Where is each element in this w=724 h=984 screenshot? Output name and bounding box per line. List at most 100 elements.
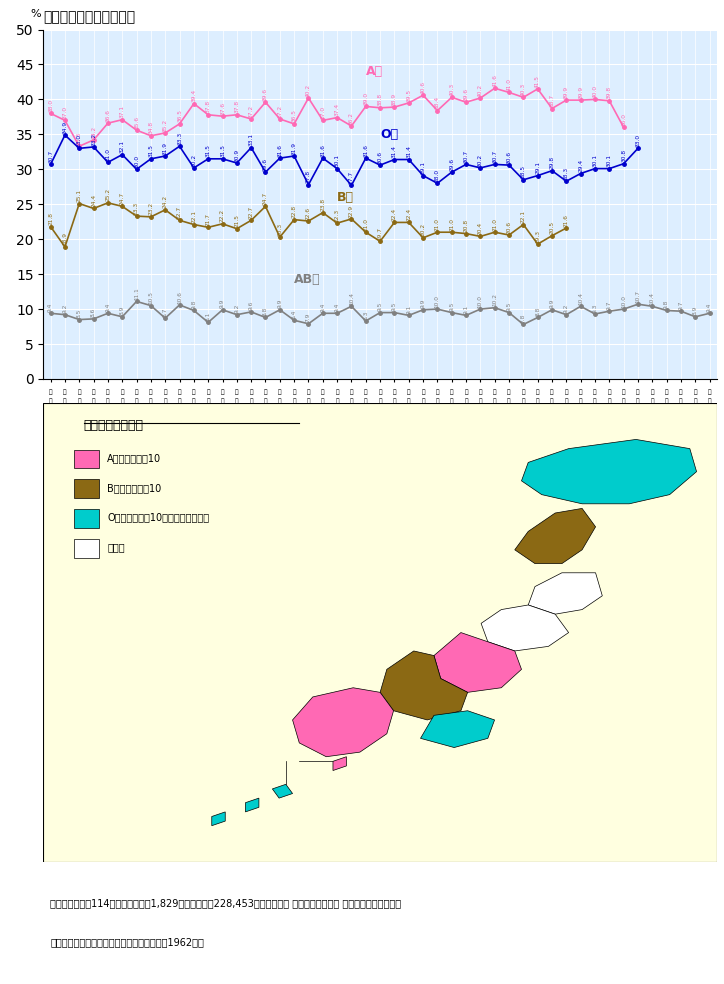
Text: 口: 口 <box>536 399 539 404</box>
Text: 山: 山 <box>464 407 468 413</box>
Text: 10.5: 10.5 <box>148 291 153 304</box>
Text: 39.4: 39.4 <box>191 90 196 102</box>
Text: 10.2: 10.2 <box>492 293 497 306</box>
Text: 41.6: 41.6 <box>492 74 497 87</box>
Text: B型比率トップ10: B型比率トップ10 <box>107 483 161 493</box>
Text: 良: 良 <box>450 399 453 404</box>
Text: 群: 群 <box>192 390 195 395</box>
Text: 賀: 賀 <box>622 399 626 404</box>
Text: 30.2: 30.2 <box>478 154 483 166</box>
Text: 38.7: 38.7 <box>550 94 555 107</box>
Text: 33.3: 33.3 <box>177 132 182 145</box>
Polygon shape <box>292 688 394 757</box>
Text: 奈: 奈 <box>235 407 239 413</box>
Text: 23.3: 23.3 <box>134 202 139 215</box>
Text: 北関東: 北関東 <box>159 435 172 444</box>
Text: 22.9: 22.9 <box>349 205 354 217</box>
Text: 33.2: 33.2 <box>91 133 96 146</box>
Text: 25.1: 25.1 <box>77 189 82 202</box>
Text: 森: 森 <box>77 399 81 404</box>
Text: 39.6: 39.6 <box>463 88 468 100</box>
Text: 9.2: 9.2 <box>235 304 240 313</box>
Text: 城: 城 <box>106 399 110 404</box>
Polygon shape <box>272 784 292 798</box>
Text: 児: 児 <box>694 399 697 404</box>
Text: 30.6: 30.6 <box>507 151 512 163</box>
Text: 島: 島 <box>149 399 153 404</box>
Text: その他: その他 <box>107 542 125 552</box>
Text: 21.5: 21.5 <box>235 215 240 227</box>
Text: 崎: 崎 <box>636 399 640 404</box>
Bar <box>74 510 99 527</box>
Text: 10.0: 10.0 <box>435 294 440 308</box>
Polygon shape <box>380 651 468 720</box>
Text: 22.4: 22.4 <box>406 208 411 221</box>
Text: 8.4: 8.4 <box>292 310 297 319</box>
Text: 分: 分 <box>665 399 668 404</box>
Text: 30.7: 30.7 <box>463 150 468 163</box>
Text: 中国: 中国 <box>476 435 485 444</box>
Text: 33.0: 33.0 <box>77 134 82 147</box>
Text: 27.7: 27.7 <box>349 171 354 184</box>
Text: 37.2: 37.2 <box>248 104 253 117</box>
Text: 8.9: 8.9 <box>693 306 698 316</box>
Text: 島: 島 <box>694 407 697 413</box>
Text: 22.4: 22.4 <box>392 208 397 221</box>
Text: 川: 川 <box>278 399 282 404</box>
Polygon shape <box>434 633 521 693</box>
Text: 33.0: 33.0 <box>636 134 641 147</box>
Text: 21.7: 21.7 <box>206 213 211 226</box>
Text: 媛: 媛 <box>579 399 583 404</box>
Text: 梨: 梨 <box>307 399 311 404</box>
Text: 9.5: 9.5 <box>392 302 397 311</box>
Text: 和: 和 <box>464 390 468 395</box>
Text: 10.0: 10.0 <box>478 294 483 308</box>
Text: 28.0: 28.0 <box>435 169 440 182</box>
Text: 川: 川 <box>565 399 568 404</box>
Text: 30.8: 30.8 <box>621 150 626 162</box>
Text: 36.5: 36.5 <box>292 109 297 122</box>
Text: 東山: 東山 <box>297 435 306 444</box>
Text: 29.8: 29.8 <box>550 156 555 169</box>
Text: 埼: 埼 <box>206 390 210 395</box>
Text: 39.8: 39.8 <box>607 87 612 99</box>
Text: 30.1: 30.1 <box>607 154 612 167</box>
Text: 36.5: 36.5 <box>177 109 182 122</box>
Text: 8.8: 8.8 <box>263 307 268 316</box>
Text: 37.2: 37.2 <box>277 104 282 117</box>
Text: 31.6: 31.6 <box>320 144 325 156</box>
Text: 35.6: 35.6 <box>134 116 139 129</box>
Polygon shape <box>245 798 259 812</box>
Text: 9.2: 9.2 <box>564 304 569 313</box>
Text: 血液型の分布地図: 血液型の分布地図 <box>84 419 144 432</box>
Text: 31.4: 31.4 <box>406 145 411 158</box>
Text: 29.6: 29.6 <box>263 157 268 170</box>
Text: 33.3: 33.3 <box>77 132 82 145</box>
Text: 23.2: 23.2 <box>148 203 153 215</box>
Text: 20.8: 20.8 <box>463 219 468 232</box>
Text: 根: 根 <box>493 399 497 404</box>
Text: 31.0: 31.0 <box>106 148 110 161</box>
Text: 9.4: 9.4 <box>320 302 325 312</box>
Text: 岐: 岐 <box>335 390 339 395</box>
Text: 9.4: 9.4 <box>106 302 110 312</box>
Text: 重: 重 <box>378 399 382 404</box>
Text: 24.7: 24.7 <box>119 192 125 205</box>
Text: 39.0: 39.0 <box>363 92 369 105</box>
Text: 37.1: 37.1 <box>119 105 125 118</box>
Text: 山: 山 <box>508 399 511 404</box>
Text: 40.3: 40.3 <box>521 83 526 95</box>
Text: 10.4: 10.4 <box>349 292 354 305</box>
Text: 九州: 九州 <box>634 435 643 444</box>
Text: 三: 三 <box>378 390 382 395</box>
Text: 福: 福 <box>149 390 153 395</box>
Text: 23.8: 23.8 <box>320 198 325 212</box>
Text: %: % <box>30 9 41 19</box>
Text: 31.6: 31.6 <box>277 144 282 156</box>
Text: 兵: 兵 <box>436 390 439 395</box>
Text: 石: 石 <box>278 390 282 395</box>
Text: 31.9: 31.9 <box>163 142 168 154</box>
Text: 38.8: 38.8 <box>378 93 382 106</box>
Text: 形: 形 <box>135 399 138 404</box>
Text: 32.1: 32.1 <box>119 141 125 154</box>
